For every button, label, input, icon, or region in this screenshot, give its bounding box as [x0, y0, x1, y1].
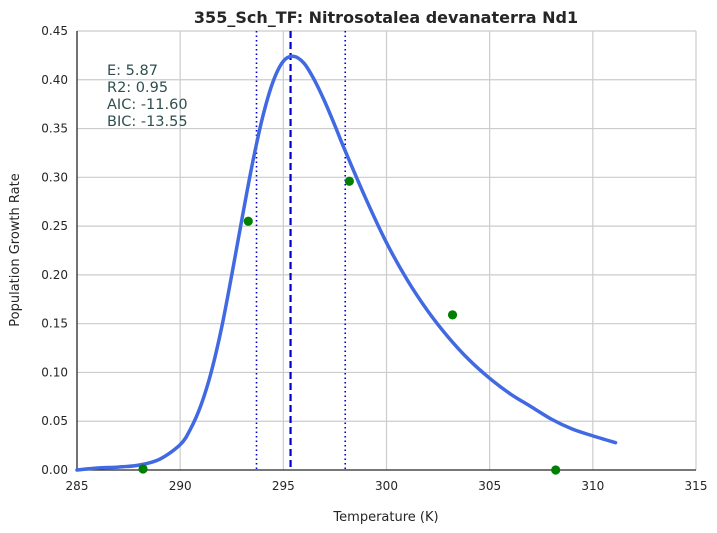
x-axis-label: Temperature (K): [332, 510, 438, 525]
fit-stat-line: BIC: -13.55: [107, 114, 188, 130]
y-tick-label: 0.05: [41, 414, 68, 428]
y-tick-label: 0.45: [41, 24, 68, 38]
x-tick-label: 315: [685, 479, 708, 493]
fit-stat-line: E: 5.87: [107, 63, 158, 79]
chart-title: 355_Sch_TF: Nitrosotalea devanaterra Nd1: [194, 8, 578, 27]
fit-stat-line: R2: 0.95: [107, 80, 168, 96]
series-layer: [75, 54, 618, 475]
y-tick-label: 0.15: [41, 317, 68, 331]
fitted-curve: [75, 54, 618, 472]
tick-labels: 285 290 295 300 305 310 315 0.00 0.05 0.10 0.15 0.2…: [41, 24, 707, 493]
y-tick-label: 0.20: [41, 268, 68, 282]
reference-lines: [255, 31, 347, 470]
data-point: [243, 216, 253, 226]
data-point: [138, 464, 148, 474]
x-tick-label: 295: [272, 479, 295, 493]
x-tick-label: 290: [169, 479, 192, 493]
y-tick-label: 0.30: [41, 170, 68, 184]
grid: [77, 30, 697, 470]
data-point: [447, 310, 458, 320]
x-tick-label: 310: [581, 479, 604, 493]
axes: [76, 31, 696, 471]
x-tick-label: 285: [66, 479, 89, 493]
data-point: [551, 465, 561, 475]
y-tick-label: 0.35: [41, 122, 68, 136]
x-tick-label: 305: [478, 479, 501, 493]
y-tick-label: 0.00: [41, 463, 68, 477]
y-axis-label: Population Growth Rate: [8, 173, 23, 326]
x-tick-label: 300: [375, 479, 398, 493]
y-tick-label: 0.10: [41, 365, 68, 379]
data-point: [344, 176, 354, 186]
y-tick-label: 0.25: [41, 219, 68, 233]
y-tick-label: 0.40: [41, 73, 68, 87]
fit-stat-line: AIC: -11.60: [107, 97, 188, 113]
